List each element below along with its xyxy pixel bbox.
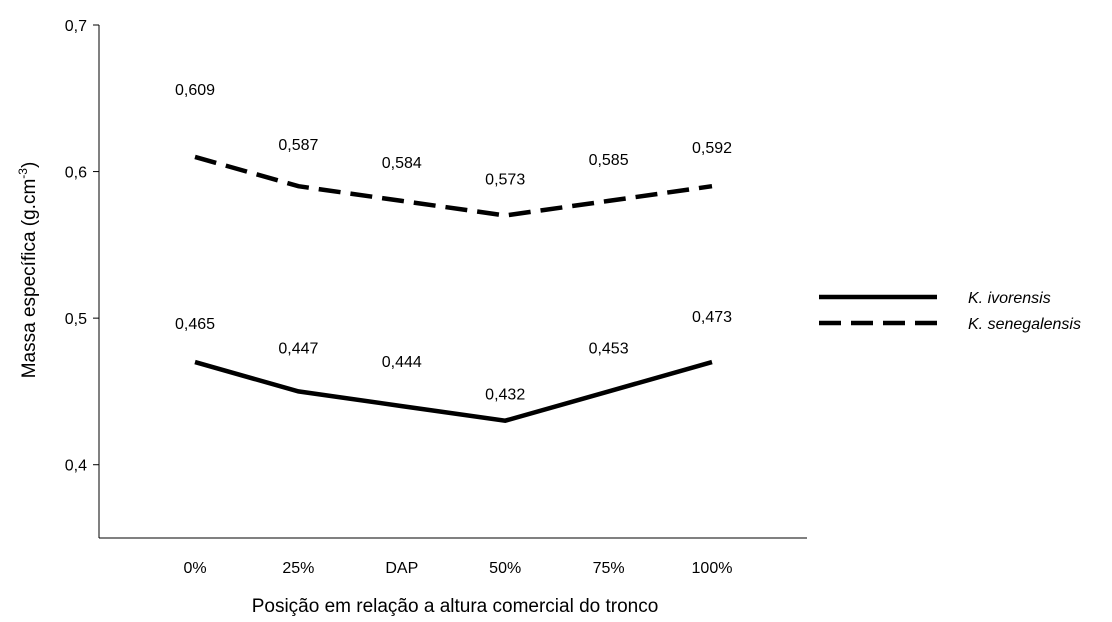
- y-tick-label: 0,6: [65, 165, 87, 182]
- x-tick-label: 25%: [282, 560, 314, 577]
- y-axis-title-superscript: -3: [16, 168, 30, 179]
- axes: 0,4 0,5 0,6 0,7 0% 25% DAP 50% 75% 100%: [65, 18, 807, 577]
- x-tick-label: 50%: [489, 560, 521, 577]
- data-label: 0,609: [175, 82, 215, 99]
- x-tick-label: 75%: [593, 560, 625, 577]
- y-axis-title-suffix: ): [19, 162, 40, 168]
- legend-label: K. senegalensis: [968, 316, 1081, 333]
- data-label: 0,465: [175, 316, 215, 333]
- plot-lines: [194, 154, 713, 423]
- data-label: 0,447: [278, 340, 318, 357]
- series-line-k-ivorensis: [194, 359, 713, 423]
- y-tick-label: 0,4: [65, 458, 87, 475]
- data-label: 0,592: [692, 140, 732, 157]
- legend: K. ivorensis K. senegalensis: [819, 290, 1081, 333]
- y-axis-title-main: Massa específica (g.cm: [19, 179, 40, 379]
- data-label: 0,587: [278, 137, 318, 154]
- data-label: 0,473: [692, 309, 732, 326]
- data-label: 0,432: [485, 387, 525, 404]
- data-label: 0,585: [589, 152, 629, 169]
- x-tick-label: 100%: [692, 560, 733, 577]
- x-axis-title: Posição em relação a altura comercial do…: [252, 596, 659, 617]
- x-tick-label: 0%: [183, 560, 206, 577]
- data-label: 0,573: [485, 172, 525, 189]
- data-label: 0,584: [382, 155, 422, 172]
- data-label: 0,444: [382, 354, 422, 371]
- data-labels: 0,465 0,447 0,444 0,432 0,453 0,473 0,609 0,587…: [175, 82, 732, 404]
- x-tick-label: DAP: [385, 560, 418, 577]
- data-label: 0,453: [589, 340, 629, 357]
- legend-label: K. ivorensis: [968, 290, 1051, 307]
- y-tick-label: 0,7: [65, 18, 87, 35]
- y-tick-label: 0,5: [65, 311, 87, 328]
- series-line-k-senegalensis: [194, 154, 713, 218]
- y-axis-title: Massa específica (g.cm-3): [16, 162, 40, 379]
